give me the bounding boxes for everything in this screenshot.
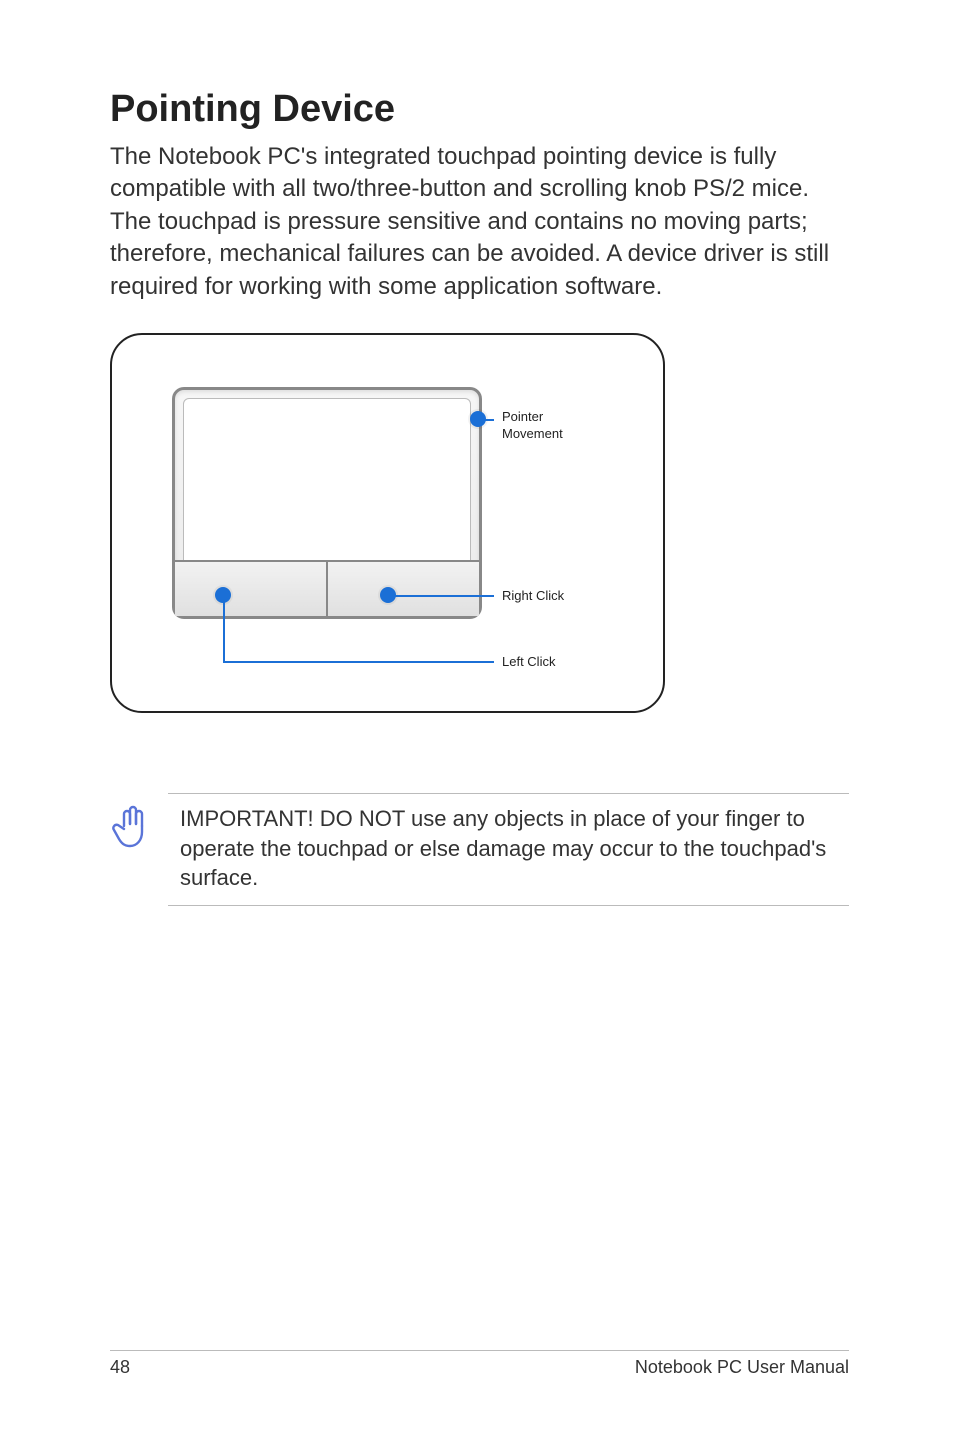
callout-label-right: Right Click <box>502 588 564 605</box>
page-title: Pointing Device <box>110 88 849 131</box>
callout-label-left: Left Click <box>502 654 555 671</box>
page-number: 48 <box>110 1357 130 1378</box>
important-note-text: IMPORTANT! DO NOT use any objects in pla… <box>180 804 849 893</box>
body-paragraph: The Notebook PC's integrated touchpad po… <box>110 141 849 303</box>
important-note: IMPORTANT! DO NOT use any objects in pla… <box>110 793 849 906</box>
manual-page: Pointing Device The Notebook PC's integr… <box>0 0 954 1438</box>
important-note-inner: IMPORTANT! DO NOT use any objects in pla… <box>168 793 849 906</box>
page-footer: 48 Notebook PC User Manual <box>110 1350 849 1378</box>
callout-line-right <box>388 595 494 597</box>
touchpad-diagram: Pointer Movement Right Click Left Click <box>110 333 665 713</box>
callout-label-pointer: Pointer Movement <box>502 409 563 443</box>
touchpad-left-button <box>175 562 326 616</box>
callout-line-left-v <box>223 595 225 661</box>
callout-label-pointer-line1: Pointer <box>502 409 563 426</box>
manual-title: Notebook PC User Manual <box>635 1357 849 1378</box>
hand-icon <box>110 802 152 855</box>
callout-label-pointer-line2: Movement <box>502 426 563 443</box>
callout-line-pointer <box>478 419 494 421</box>
touchpad-outline <box>172 387 482 619</box>
callout-line-left-h <box>223 661 494 663</box>
touchpad-right-button <box>326 562 479 616</box>
